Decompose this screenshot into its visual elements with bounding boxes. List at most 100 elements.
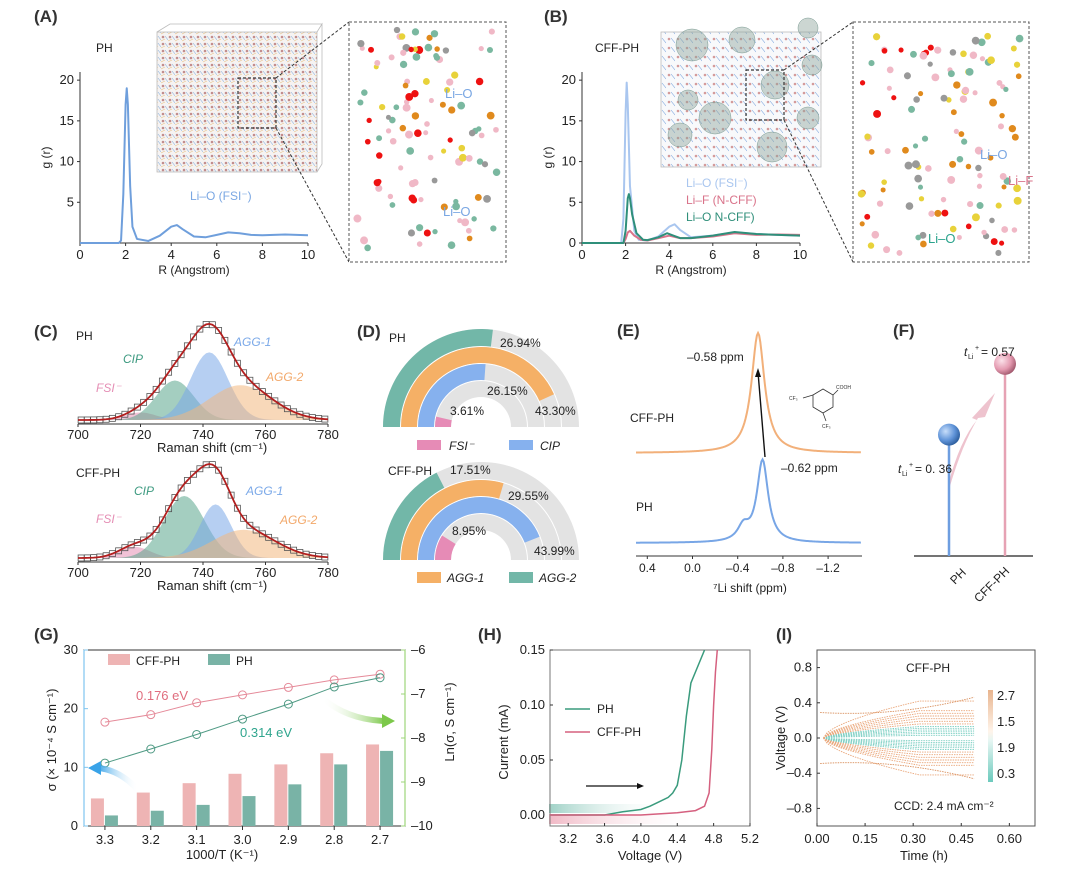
atom xyxy=(481,161,489,168)
data-point xyxy=(258,388,266,395)
x-axis-label: Raman shift (cm⁻¹) xyxy=(157,578,267,593)
molecular-structure-cff-ph xyxy=(857,32,1024,256)
transference-lollipops xyxy=(938,352,1016,556)
colorbar xyxy=(988,690,993,782)
data-point xyxy=(227,491,235,499)
atom xyxy=(960,50,967,58)
voltage-trace xyxy=(823,723,975,739)
bar-cff-ph xyxy=(366,744,380,826)
data-point xyxy=(190,333,198,341)
x-axis-label: ⁷Li shift (ppm) xyxy=(713,581,787,595)
x-tick-label: 2.7 xyxy=(371,832,389,847)
atom xyxy=(871,230,880,239)
zoom-label-li-o: Li–O xyxy=(928,231,955,246)
label-tli-cff: t Li + = 0.57 xyxy=(964,345,1015,361)
ring-value xyxy=(383,329,493,427)
data-point xyxy=(190,470,198,478)
atom xyxy=(972,90,978,96)
x-tick-label: 0.0 xyxy=(684,561,701,575)
atom xyxy=(468,129,476,137)
atom xyxy=(447,137,453,143)
bar-ph xyxy=(150,810,164,826)
x-tick-label: 4.0 xyxy=(632,831,650,846)
label-agg-1: AGG-1 xyxy=(245,484,283,498)
y-tick-label: 0.00 xyxy=(520,807,545,822)
atom xyxy=(857,190,866,198)
atom xyxy=(921,135,929,142)
atom xyxy=(965,223,972,230)
atom xyxy=(1011,133,1019,141)
nmr-line-cff-ph xyxy=(635,330,861,454)
pct-cip-cff: 43.99% xyxy=(534,544,575,558)
x-tick-label: –0.4 xyxy=(726,561,750,575)
y-tick-label: 15 xyxy=(60,113,74,128)
increase-arrow xyxy=(948,393,995,486)
atom xyxy=(868,149,875,155)
legend-label-cff-ph: CFF-PH xyxy=(597,725,641,739)
atom xyxy=(379,103,386,111)
voltage-trace xyxy=(823,737,975,776)
arrhenius-point xyxy=(192,698,202,708)
legend-label-cff-ph: CFF-PH xyxy=(136,654,180,668)
data-point xyxy=(146,532,154,540)
atom xyxy=(915,234,922,241)
lsv-line xyxy=(550,649,719,816)
label-agg-2: AGG-2 xyxy=(279,513,318,527)
atom xyxy=(422,78,430,85)
atom xyxy=(999,172,1007,180)
arrhenius-point xyxy=(238,714,247,724)
atom xyxy=(864,213,871,220)
atom xyxy=(399,124,407,132)
colorbar-tick-label: 0.3 xyxy=(997,766,1015,781)
atom xyxy=(999,240,1005,246)
atom xyxy=(492,168,501,177)
atom xyxy=(493,126,499,133)
t-symbol: t xyxy=(964,345,968,359)
legend-swatch-ph xyxy=(208,654,230,665)
bar-ph xyxy=(334,764,348,826)
ring-value xyxy=(435,416,452,427)
x-tick-label: 3.1 xyxy=(188,832,206,847)
data-point xyxy=(140,536,148,544)
atom xyxy=(440,203,448,211)
data-point xyxy=(240,369,248,377)
atom xyxy=(478,132,485,139)
atom xyxy=(474,193,482,201)
zoom-connector xyxy=(275,127,350,263)
zoom-label-li-f: Li–F xyxy=(1008,173,1033,188)
x-tick-label: 8 xyxy=(753,247,760,262)
atom xyxy=(995,249,1002,256)
atom xyxy=(424,43,433,52)
series-line xyxy=(582,193,801,244)
track-ring xyxy=(435,514,527,560)
panel-a: (A) PH 0 2 4 6 8 10 5 10 15 20 g (r) R (Angstrom) L… xyxy=(34,7,507,277)
voltage-trace xyxy=(823,737,975,753)
component-area xyxy=(78,504,328,558)
arrhenius-point xyxy=(146,744,156,754)
y-tick-label-right: –6 xyxy=(411,642,425,657)
atom xyxy=(476,158,484,165)
atom xyxy=(976,183,983,189)
panel-f: (F) t Li + = 0. 36 t Li + = 0.57 PH CFF-… xyxy=(893,321,1033,605)
atom xyxy=(393,104,400,111)
atom xyxy=(374,59,381,66)
atom xyxy=(881,179,887,186)
atom xyxy=(385,128,392,134)
voltage-trace xyxy=(823,715,975,739)
y-axis-label: Current (mA) xyxy=(496,704,511,779)
atom xyxy=(883,246,891,254)
atom xyxy=(927,44,934,51)
x-axis-label: Raman shift (cm⁻¹) xyxy=(157,440,267,455)
x-tick-label: 4.4 xyxy=(668,831,686,846)
y-axis-label: g (r) xyxy=(541,147,555,169)
data-point xyxy=(246,376,254,384)
atom xyxy=(965,67,974,76)
y-tick-label: 0.15 xyxy=(520,642,545,657)
atom xyxy=(946,97,952,103)
lollipop-ball xyxy=(938,423,960,446)
atom xyxy=(418,196,424,203)
legend-label-fsi: FSI⁻ xyxy=(449,439,476,453)
atom xyxy=(898,47,904,53)
data-point xyxy=(271,537,279,545)
panel-label-g: (G) xyxy=(34,625,59,644)
